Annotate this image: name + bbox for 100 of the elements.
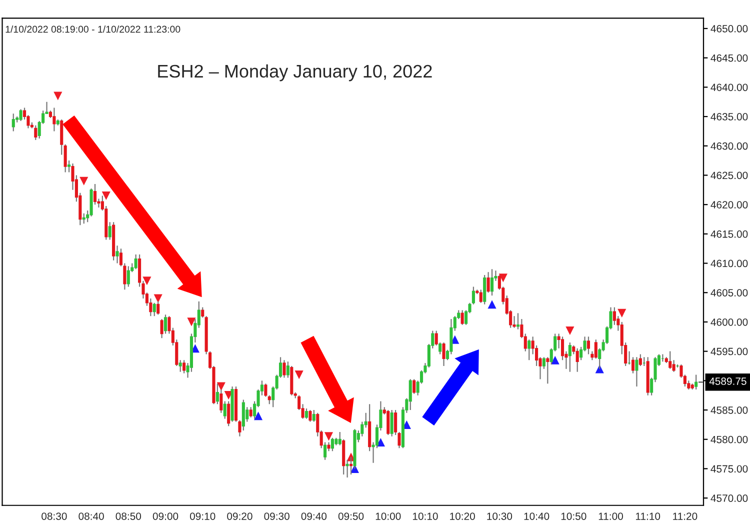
x-tick-label: 11:20 (673, 512, 698, 520)
candlestick (238, 420, 242, 437)
candlestick (568, 342, 572, 372)
point (566, 326, 574, 336)
candlestick (152, 302, 156, 317)
candlestick (126, 266, 130, 288)
candlestick (442, 342, 446, 367)
candlestick (528, 339, 531, 361)
candlestick (483, 274, 486, 305)
point (80, 176, 88, 186)
candlestick (576, 348, 579, 372)
x-tick-label: 10:00 (376, 512, 401, 520)
candlestick (264, 383, 268, 398)
candlestick (64, 144, 67, 173)
candlestick (19, 108, 22, 122)
y-tick-label: 4585.00 (710, 406, 748, 414)
text: 1/10/2022 08:19:00 - 1/10/2022 11:23:00 (6, 26, 180, 33)
candlestick (60, 118, 64, 156)
y-tick-label: 4620.00 (710, 201, 748, 208)
point (376, 438, 385, 447)
y-tick-label: 4575.00 (710, 465, 748, 473)
candlestick (134, 254, 138, 270)
candlestick (412, 378, 416, 394)
y-tick-label: 4615.00 (710, 230, 748, 238)
candlestick (12, 113, 15, 132)
y-tick-label: 4645.00 (710, 54, 748, 62)
x-tick-label: 09:30 (264, 512, 290, 520)
point (498, 274, 508, 282)
candlestick (635, 356, 638, 388)
candlestick (586, 336, 590, 355)
x-tick-label: 09:40 (301, 512, 327, 520)
y-tick-label: 4640.00 (710, 84, 748, 92)
candlestick (304, 408, 308, 420)
annotation: 4589.75 (709, 378, 746, 385)
point (102, 191, 110, 200)
candlestick (282, 360, 286, 378)
point (488, 300, 496, 309)
candlestick (82, 212, 86, 224)
candlestick (672, 360, 676, 372)
point (142, 276, 152, 286)
candlestick (694, 374, 698, 390)
y-tick-label: 4630.00 (710, 142, 748, 150)
y-tick-label: 4570.00 (710, 494, 748, 502)
candlestick (490, 268, 494, 296)
candlestick (160, 318, 164, 339)
candlestick (178, 360, 182, 372)
y-tick-label: 4605.00 (710, 289, 748, 296)
x-tick-label: 09:00 (152, 512, 178, 520)
point (187, 318, 196, 326)
x-tick-label: 10:40 (524, 512, 550, 520)
candlestick (34, 124, 38, 141)
point (324, 432, 334, 441)
x-tick-label: 08:50 (116, 512, 142, 520)
point (154, 294, 162, 303)
point (550, 356, 560, 364)
candlestick (201, 306, 204, 318)
candlestick (223, 400, 226, 420)
y-tick-label: 4595.00 (710, 348, 748, 356)
candlestick (52, 107, 56, 132)
point (294, 370, 304, 380)
candlestick (164, 314, 168, 334)
x-tick-label: 10:50 (561, 512, 586, 520)
x-tick-label: 08:30 (42, 512, 67, 520)
candlestick (312, 409, 316, 422)
candlestick (249, 406, 252, 418)
x-tick-label: 10:20 (450, 512, 475, 520)
x-tick-label: 11:10 (636, 512, 660, 520)
candlestick (182, 360, 186, 374)
candlestick (408, 378, 412, 411)
candlestick (346, 459, 349, 478)
candlestick (668, 350, 672, 370)
x-tick-label: 10:10 (412, 512, 438, 520)
candlestick (108, 222, 112, 240)
point (254, 412, 263, 420)
candlestick (116, 245, 119, 264)
y-tick-label: 4635.00 (710, 113, 748, 120)
candlestick (386, 409, 390, 436)
y-tick-label: 4650.00 (710, 25, 748, 32)
y-tick-label: 4610.00 (710, 260, 748, 268)
candlestick (93, 183, 97, 206)
x-tick-label: 10:30 (487, 512, 512, 520)
text: ESH2 – Monday January 10, 2022 (158, 64, 432, 82)
x-tick-label: 09:20 (227, 512, 252, 520)
point (216, 382, 226, 391)
candlestick (308, 409, 312, 422)
x-tick-label: 09:50 (338, 512, 364, 520)
candlestick (390, 409, 394, 437)
candlestick (486, 272, 490, 294)
point (54, 92, 62, 100)
x-tick-label: 11:00 (598, 512, 623, 520)
y-tick-label: 4600.00 (710, 318, 748, 326)
x-tick-label: 09:10 (190, 512, 216, 520)
candlestick (330, 437, 334, 452)
point (618, 308, 626, 318)
y-tick-label: 4625.00 (710, 172, 748, 180)
candlestick (546, 356, 550, 384)
y-tick-label: 4580.00 (710, 436, 748, 444)
x-tick-label: 08:40 (78, 512, 104, 520)
candlestick (516, 312, 520, 330)
candlestick (349, 456, 353, 476)
